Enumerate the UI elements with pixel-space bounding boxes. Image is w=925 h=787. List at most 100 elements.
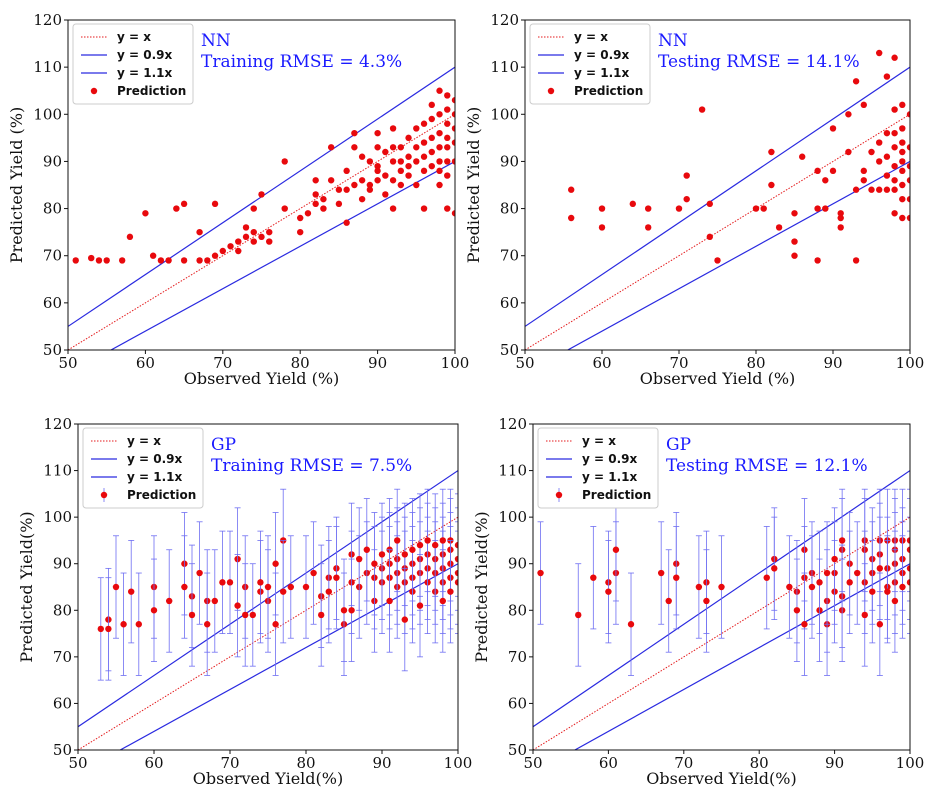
annotation-model: GP bbox=[211, 435, 236, 455]
data-point bbox=[695, 583, 703, 591]
legend-label: y = 0.9x bbox=[574, 48, 629, 62]
data-point bbox=[451, 96, 455, 104]
data-point bbox=[876, 621, 884, 628]
annotation-rmse: Testing RMSE = 12.1% bbox=[666, 456, 868, 476]
data-point bbox=[829, 125, 837, 132]
data-point bbox=[838, 537, 846, 544]
data-point bbox=[816, 579, 823, 586]
y-tick-label: 50 bbox=[508, 741, 527, 759]
data-point bbox=[683, 172, 690, 179]
annotation-rmse: Training RMSE = 7.5% bbox=[211, 456, 412, 476]
data-point bbox=[135, 621, 142, 628]
data-point bbox=[340, 607, 348, 614]
annotation-rmse: Training RMSE = 4.3% bbox=[201, 52, 402, 72]
data-point bbox=[358, 195, 366, 203]
data-point bbox=[876, 565, 884, 572]
data-point bbox=[413, 125, 420, 132]
data-point bbox=[444, 144, 451, 151]
data-point bbox=[250, 238, 257, 245]
data-point bbox=[891, 177, 898, 184]
plot-area bbox=[533, 470, 910, 750]
data-point bbox=[791, 252, 798, 259]
data-point bbox=[444, 172, 451, 179]
x-tick-label: 50 bbox=[515, 354, 534, 372]
legend-label: y = 0.9x bbox=[127, 452, 182, 466]
y-tick-label: 100 bbox=[43, 508, 72, 526]
data-point bbox=[822, 177, 829, 184]
x-tick-label: 70 bbox=[220, 754, 239, 772]
legend-label: Prediction bbox=[574, 84, 643, 98]
data-point bbox=[196, 228, 203, 236]
data-point bbox=[196, 257, 203, 264]
data-point bbox=[405, 172, 412, 179]
data-point bbox=[899, 101, 906, 109]
data-point bbox=[444, 106, 451, 113]
legend-box bbox=[72, 23, 194, 105]
line-y-0.9x bbox=[566, 160, 910, 350]
data-point bbox=[673, 574, 680, 581]
data-point bbox=[272, 560, 279, 567]
data-point bbox=[327, 144, 335, 151]
data-point bbox=[883, 73, 891, 80]
data-point bbox=[204, 257, 211, 264]
x-tick-label: 100 bbox=[444, 754, 473, 772]
x-tick-label: 100 bbox=[896, 354, 925, 372]
data-point bbox=[906, 546, 910, 553]
annotation-model: NN bbox=[658, 31, 688, 51]
x-tick-label: 50 bbox=[58, 354, 77, 372]
legend-label: y = 1.1x bbox=[582, 470, 637, 484]
data-point bbox=[166, 597, 173, 605]
chart-panel-nn-training: 50 60 70 80 90 100 50 60 70 80 90 100 110 120 Observed… bbox=[7, 11, 469, 388]
y-tick-label: 120 bbox=[43, 415, 72, 433]
x-tick-label: 70 bbox=[669, 354, 688, 372]
data-point bbox=[801, 621, 808, 628]
data-point bbox=[325, 588, 332, 595]
y-tick-label: 100 bbox=[490, 105, 519, 123]
data-point bbox=[211, 200, 219, 208]
data-point bbox=[250, 205, 257, 212]
legend-swatch-prediction bbox=[100, 491, 108, 499]
data-point bbox=[831, 555, 838, 563]
line-y-equals-x bbox=[68, 113, 455, 350]
annotation-model: GP bbox=[666, 435, 691, 455]
data-point bbox=[876, 186, 883, 193]
data-point bbox=[703, 597, 710, 605]
axes-frame bbox=[77, 423, 459, 751]
data-point bbox=[698, 106, 706, 113]
data-point bbox=[272, 621, 279, 628]
data-point bbox=[568, 186, 575, 193]
data-point bbox=[219, 247, 226, 255]
x-tick-label: 80 bbox=[291, 354, 310, 372]
plot-area bbox=[525, 49, 910, 350]
data-point bbox=[846, 579, 853, 586]
data-point bbox=[451, 139, 455, 146]
data-point bbox=[845, 148, 852, 156]
data-point bbox=[397, 158, 405, 165]
x-tick-label: 60 bbox=[144, 754, 163, 772]
x-tick-label: 70 bbox=[674, 754, 693, 772]
data-point bbox=[444, 92, 451, 99]
y-tick-label: 90 bbox=[53, 555, 72, 573]
data-point bbox=[103, 257, 110, 264]
data-point bbox=[258, 233, 265, 241]
x-axis-label: Observed Yield(%) bbox=[193, 769, 343, 787]
data-point bbox=[436, 129, 443, 137]
data-point bbox=[397, 167, 405, 175]
data-point bbox=[837, 224, 844, 231]
line-y-0.9x bbox=[573, 563, 910, 750]
data-point bbox=[389, 205, 397, 212]
data-point bbox=[451, 125, 455, 132]
legend-label: y = 1.1x bbox=[127, 470, 182, 484]
data-point bbox=[335, 186, 343, 193]
y-tick-label: 70 bbox=[500, 247, 519, 265]
data-point bbox=[343, 219, 350, 226]
data-point bbox=[891, 54, 898, 61]
data-point bbox=[335, 200, 343, 208]
axes-frame bbox=[532, 423, 911, 751]
data-point bbox=[883, 186, 891, 193]
data-point bbox=[852, 186, 860, 193]
data-point bbox=[424, 537, 431, 544]
y-axis-label: Predicted Yield (%) bbox=[7, 107, 26, 263]
data-point bbox=[173, 205, 180, 212]
data-point bbox=[226, 579, 234, 586]
